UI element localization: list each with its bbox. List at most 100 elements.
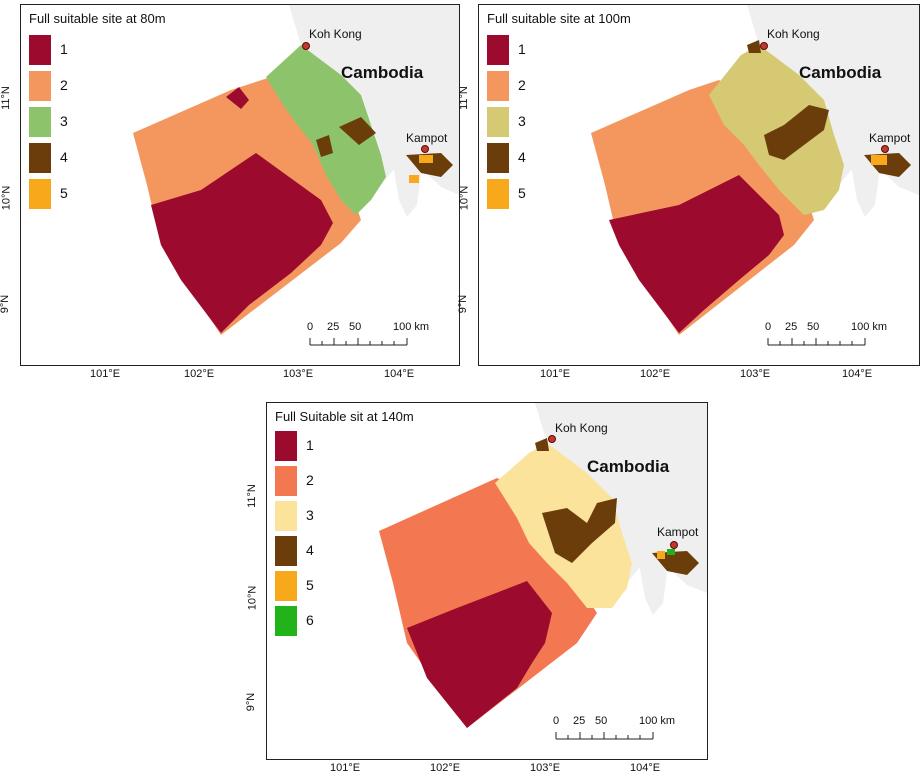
scale-ticks	[555, 732, 654, 740]
scale-label: 25	[785, 321, 798, 333]
city-marker	[421, 145, 429, 153]
legend-item-3: 3	[487, 107, 567, 137]
country-label: Cambodia	[799, 63, 882, 82]
city-marker	[760, 42, 768, 50]
zone-class-1	[226, 87, 249, 109]
scale-label: 25	[327, 321, 340, 333]
lon-tick: 101°E	[330, 762, 361, 774]
zone-class-5	[657, 551, 665, 559]
legend-item-1: 1	[275, 431, 355, 461]
scale-label: 25	[573, 715, 586, 727]
legend-label: 1	[60, 41, 68, 57]
suitability-map	[591, 5, 919, 335]
legend-item-3: 3	[275, 501, 355, 531]
zone-class-1	[609, 175, 784, 333]
lat-tick: 11°N	[457, 86, 470, 110]
zone-class-5	[871, 155, 887, 165]
legend-swatch	[29, 71, 51, 101]
legend-item-6: 6	[275, 606, 355, 636]
legend-item-4: 4	[275, 536, 355, 566]
lon-tick: 104°E	[630, 762, 661, 774]
legend-item-5: 5	[29, 179, 109, 209]
legend-swatch	[275, 501, 297, 531]
legend-label: 1	[518, 41, 526, 57]
city-label: Kampot	[657, 525, 699, 539]
lat-tick: 10°N	[246, 585, 259, 611]
zone-class-4	[542, 498, 617, 563]
legend-swatch	[275, 431, 297, 461]
zone-class-4	[764, 105, 829, 160]
scale-label: 50	[807, 321, 820, 333]
legend-swatch	[275, 606, 297, 636]
lon-tick: 104°E	[842, 368, 873, 380]
legend-label: 3	[306, 507, 314, 523]
lat-tick: 10°N	[458, 185, 471, 211]
scale-bar: 0 25 50 100 km	[307, 321, 429, 351]
legend-item-1: 1	[487, 35, 567, 65]
legend-label: 6	[306, 612, 314, 628]
legend-swatch	[29, 179, 51, 209]
scale-label: 100 km	[851, 321, 888, 333]
city-label: Koh Kong	[555, 421, 608, 435]
scale-ticks	[767, 338, 866, 346]
legend-label: 4	[60, 149, 68, 165]
city-marker	[548, 435, 556, 443]
legend-swatch	[487, 71, 509, 101]
country-label: Cambodia	[341, 63, 424, 82]
legend-swatch	[275, 536, 297, 566]
lon-tick: 101°E	[90, 368, 121, 380]
legend-item-5: 5	[487, 179, 567, 209]
lat-tick: 10°N	[0, 185, 13, 211]
lat-tick: 9°N	[0, 294, 12, 314]
legend-item-5: 5	[275, 571, 355, 601]
city-label: Koh Kong	[309, 27, 362, 41]
legend-item-3: 3	[29, 107, 109, 137]
suitability-map	[379, 403, 707, 728]
zone-class-4	[747, 40, 761, 53]
scale-label: 50	[595, 715, 608, 727]
legend-label: 3	[518, 113, 526, 129]
legend-item-2: 2	[29, 71, 109, 101]
zone-class-4	[316, 135, 333, 157]
map-panel-80m: Full suitable site at 80m 1 2 3 4 5 Camb…	[20, 4, 460, 366]
city-marker	[881, 145, 889, 153]
legend-item-2: 2	[275, 466, 355, 496]
legend-swatch	[487, 179, 509, 209]
scale-bar: 0 25 50 100 km	[765, 321, 888, 351]
lat-tick: 11°N	[245, 484, 258, 508]
lon-tick: 101°E	[540, 368, 571, 380]
lon-tick: 103°E	[740, 368, 771, 380]
zone-class-5	[419, 155, 433, 163]
zone-class-4	[406, 153, 453, 177]
lat-tick: 9°N	[457, 294, 470, 314]
city-label: Koh Kong	[767, 27, 820, 41]
legend-item-4: 4	[487, 143, 567, 173]
legend-title: Full Suitable sit at 140m	[275, 409, 414, 424]
legend-item-2: 2	[487, 71, 567, 101]
zone-class-1	[151, 153, 333, 333]
zone-class-1	[407, 581, 552, 728]
zone-class-6	[667, 549, 675, 555]
map-panel-100m: Full suitable site at 100m 1 2 3 4 5 Cam…	[478, 4, 920, 366]
land-area	[851, 155, 879, 217]
zone-class-4	[535, 438, 549, 451]
zone-class-3	[266, 45, 386, 215]
legend-label: 3	[60, 113, 68, 129]
legend-label: 5	[518, 185, 526, 201]
legend-title: Full suitable site at 100m	[487, 11, 631, 26]
legend-swatch	[275, 571, 297, 601]
city-label: Kampot	[406, 131, 448, 145]
zone-class-5	[409, 175, 419, 183]
legend-swatch	[29, 107, 51, 137]
legend-swatch	[487, 107, 509, 137]
legend-item-4: 4	[29, 143, 109, 173]
land-area	[639, 553, 667, 615]
city-marker	[670, 541, 678, 549]
scale-ticks	[309, 338, 408, 346]
scale-label: 0	[553, 715, 560, 727]
legend-label: 2	[518, 77, 526, 93]
scale-bar: 0 25 50 100 km	[553, 715, 675, 745]
map-panel-140m: Full Suitable sit at 140m 1 2 3 4 5 6 Ca…	[266, 402, 708, 760]
legend-title: Full suitable site at 80m	[29, 11, 166, 26]
legend-label: 4	[306, 542, 314, 558]
